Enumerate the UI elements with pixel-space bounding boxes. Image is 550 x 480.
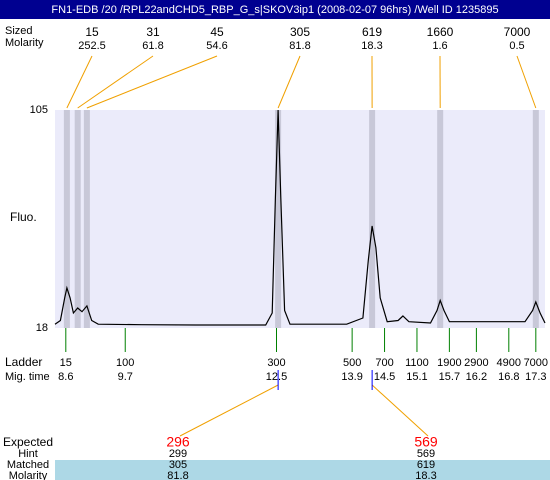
ladder-size: 15 [60,357,72,369]
peak-band [83,110,90,328]
molarity-value: 18.3 [415,470,436,480]
ladder-size: 100 [116,357,134,369]
hint-value: 569 [417,448,435,460]
ladder-size: 7000 [524,357,548,369]
ladder-size: 1900 [437,357,461,369]
expected-value: 296 [166,434,190,450]
ladder-time: 8.6 [58,371,73,383]
peak-band [369,110,376,328]
ladder-time: 14.5 [374,371,395,383]
ladder-time: 12.5 [266,371,287,383]
peak-connector [86,55,218,109]
peak-band [532,110,539,328]
peak-row-label: Molarity [5,37,44,49]
peak-band [74,110,81,328]
peak-connector [277,55,301,109]
table-row-label: Hint [18,448,38,460]
peak-molarity: 18.3 [361,40,382,52]
ladder-label: Ladder [5,355,42,369]
expected-value: 569 [414,434,438,450]
ladder-size: 2900 [464,357,488,369]
ladder-size: 1100 [405,357,429,369]
peak-molarity: 61.8 [142,40,163,52]
peak-size: 1660 [427,25,454,39]
peak-band [437,110,444,328]
peak-size: 45 [210,25,224,39]
peak-molarity: 81.8 [289,40,310,52]
peak-molarity: 252.5 [78,40,106,52]
peak-size: 15 [85,25,99,39]
ladder-time: 16.2 [466,371,487,383]
plot-area [55,110,545,328]
peak-size: 305 [290,25,310,39]
ladder-time: 15.7 [439,371,460,383]
ladder-size: 4900 [497,357,521,369]
peak-molarity: 0.5 [509,40,524,52]
peak-connector [77,55,154,109]
ladder-size: 300 [267,357,285,369]
peak-molarity: 54.6 [206,40,227,52]
peak-size: 31 [146,25,160,39]
ladder-time: 13.9 [341,371,362,383]
matched-value: 619 [417,459,435,471]
mig-time-label: Mig. time [5,371,50,383]
peak-band [275,110,282,328]
ladder-size: 700 [375,357,393,369]
ladder-time: 15.1 [406,371,427,383]
hint-value: 299 [169,448,187,460]
ladder-time: 16.8 [498,371,519,383]
ladder-time: 17.3 [525,371,546,383]
table-row-label: Expected [3,435,53,449]
peak-molarity: 1.6 [432,40,447,52]
title-bar [0,0,550,19]
table-connector [371,384,429,437]
table-row-label: Matched [7,459,49,471]
matched-value: 305 [169,459,187,471]
table-connector [179,384,279,437]
chart-title: FN1-EDB /20 /RPL22andCHD5_RBP_G_s|SKOV3i… [51,4,498,16]
y-tick-label: 105 [30,104,48,116]
peak-connector [516,55,537,109]
peak-connector [66,55,93,109]
y-tick-label: 18 [36,322,48,334]
peak-band [63,110,70,328]
molarity-row-bg [55,472,550,480]
ladder-time: 9.7 [118,371,133,383]
ladder-size: 500 [343,357,361,369]
peak-size: 619 [362,25,382,39]
trace [54,109,546,326]
matched-row-bg [55,460,550,472]
peak-size: 7000 [504,25,531,39]
molarity-value: 81.8 [167,470,188,480]
y-axis-label: Fluo. [10,210,37,224]
peak-row-label: Sized [5,25,33,37]
table-row-label: Molarity [9,470,48,480]
